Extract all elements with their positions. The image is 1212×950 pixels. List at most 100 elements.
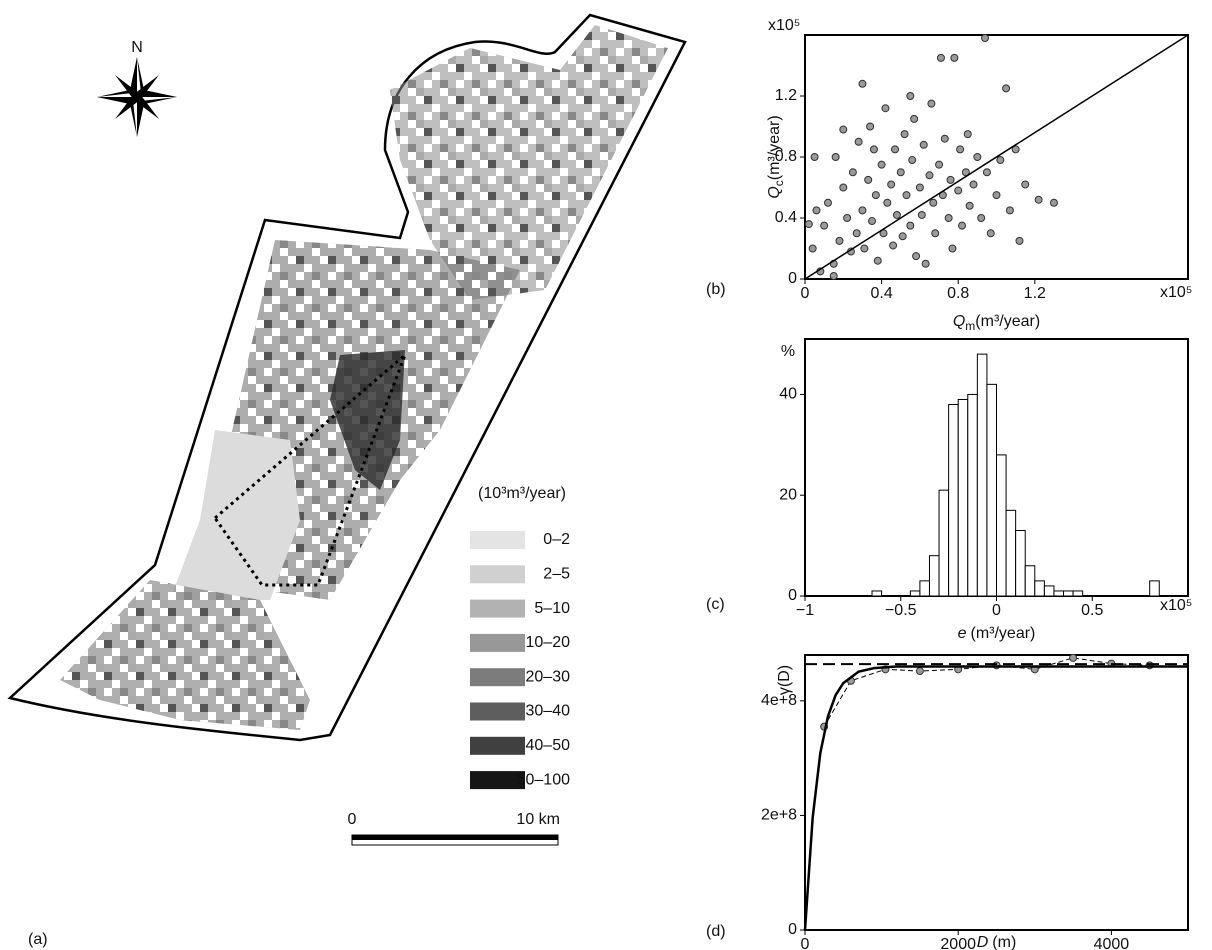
- point: [915, 183, 924, 192]
- y-multiplier: x10⁵: [768, 17, 800, 34]
- point: [887, 180, 896, 189]
- x-axis-label: D (m): [977, 934, 1017, 950]
- axis-label-subscript: c: [772, 180, 786, 186]
- y-tick-label: 0: [788, 921, 797, 938]
- point: [873, 256, 882, 265]
- legend-swatch: [470, 531, 525, 549]
- legend-label: 50–100: [517, 771, 570, 788]
- legend-label: 0–2: [543, 531, 570, 548]
- point: [946, 175, 955, 184]
- x-tick-label: 4000: [1094, 936, 1130, 950]
- y-tick-label: 2e+8: [761, 807, 797, 824]
- point: [900, 130, 909, 139]
- point: [877, 160, 886, 169]
- point: [1049, 198, 1058, 207]
- x-tick-label: −0.5: [885, 602, 917, 619]
- axis-label-symbol: e: [958, 625, 967, 642]
- point: [804, 220, 813, 229]
- x-tick-label: −1: [796, 602, 814, 619]
- x-tick-label: 0: [801, 936, 810, 950]
- point: [917, 210, 926, 219]
- axis-label-unit: (m): [992, 934, 1016, 950]
- bar: [909, 590, 921, 597]
- series-line: [803, 665, 1188, 931]
- point: [910, 114, 919, 123]
- point: [896, 168, 905, 177]
- y-tick-label: 20: [779, 486, 797, 503]
- legend-label: 20–30: [526, 668, 571, 685]
- point: [892, 210, 901, 219]
- bar: [967, 393, 978, 597]
- panel-label: (b): [706, 281, 726, 298]
- x-tick-label: 1.2: [1024, 285, 1046, 302]
- point: [858, 206, 867, 215]
- axis-label-unit: (m³/year): [971, 625, 1036, 642]
- legend-swatch: [470, 736, 525, 755]
- point: [835, 236, 844, 245]
- compass: [97, 57, 177, 137]
- map-cells: [390, 25, 668, 300]
- panel-label: (c): [706, 596, 725, 613]
- legend-label: 30–40: [526, 703, 571, 720]
- axis-label-symbol: D: [977, 934, 989, 950]
- plot-frame: [804, 654, 1189, 931]
- series-line: [823, 657, 1150, 727]
- legend-swatch: [470, 702, 525, 721]
- bar: [938, 489, 950, 597]
- map-cells-dark: [330, 350, 405, 490]
- point: [839, 125, 848, 134]
- point: [852, 229, 861, 238]
- point: [808, 244, 817, 253]
- bar: [996, 454, 1007, 597]
- x-axis-label: Qm(m³/year): [953, 313, 1040, 333]
- x-tick-label: 0.8: [947, 285, 969, 302]
- axis-label-symbol: Q: [766, 186, 783, 198]
- legend-swatch: [470, 771, 525, 790]
- x-axis-label: Qc(m³/year): [766, 115, 786, 198]
- point: [891, 145, 900, 154]
- point: [858, 79, 867, 88]
- point: [996, 156, 1005, 165]
- axis-label-subscript: m: [965, 319, 975, 333]
- point: [843, 214, 852, 222]
- point: [866, 122, 875, 131]
- bar: [919, 580, 930, 597]
- point: [1015, 236, 1024, 245]
- point: [1021, 180, 1030, 189]
- point: [944, 214, 953, 222]
- point: [958, 221, 967, 230]
- point: [1069, 653, 1078, 662]
- bar: [986, 383, 997, 597]
- bar: [1034, 580, 1045, 597]
- point: [912, 252, 921, 261]
- point: [931, 229, 940, 238]
- y-tick-label: 40: [779, 386, 797, 403]
- point: [854, 137, 863, 146]
- bar: [1053, 590, 1065, 597]
- bar: [1149, 580, 1160, 597]
- point: [935, 160, 944, 169]
- point: [965, 201, 974, 210]
- scale-label: 10 km: [516, 811, 560, 828]
- legend-label: 2–5: [543, 566, 570, 583]
- point: [906, 221, 915, 230]
- panel-label: (d): [706, 923, 726, 940]
- bar: [957, 398, 969, 597]
- y-axis-label: γ(D): [776, 665, 793, 695]
- fit-line: [804, 34, 1189, 280]
- y-axis-label: %: [781, 343, 795, 360]
- point: [1034, 195, 1043, 204]
- point: [871, 191, 880, 200]
- point: [936, 53, 945, 62]
- point: [812, 206, 821, 215]
- legend-label: 5–10: [534, 600, 570, 617]
- axis-label-unit: (m³/year): [766, 115, 783, 180]
- point: [929, 198, 938, 207]
- point: [908, 156, 917, 165]
- x-tick-label: 2000: [940, 936, 976, 950]
- point: [921, 259, 930, 268]
- bar: [1072, 590, 1084, 597]
- point: [956, 145, 965, 154]
- y-tick-label: 0: [788, 587, 797, 604]
- bar: [1043, 585, 1055, 597]
